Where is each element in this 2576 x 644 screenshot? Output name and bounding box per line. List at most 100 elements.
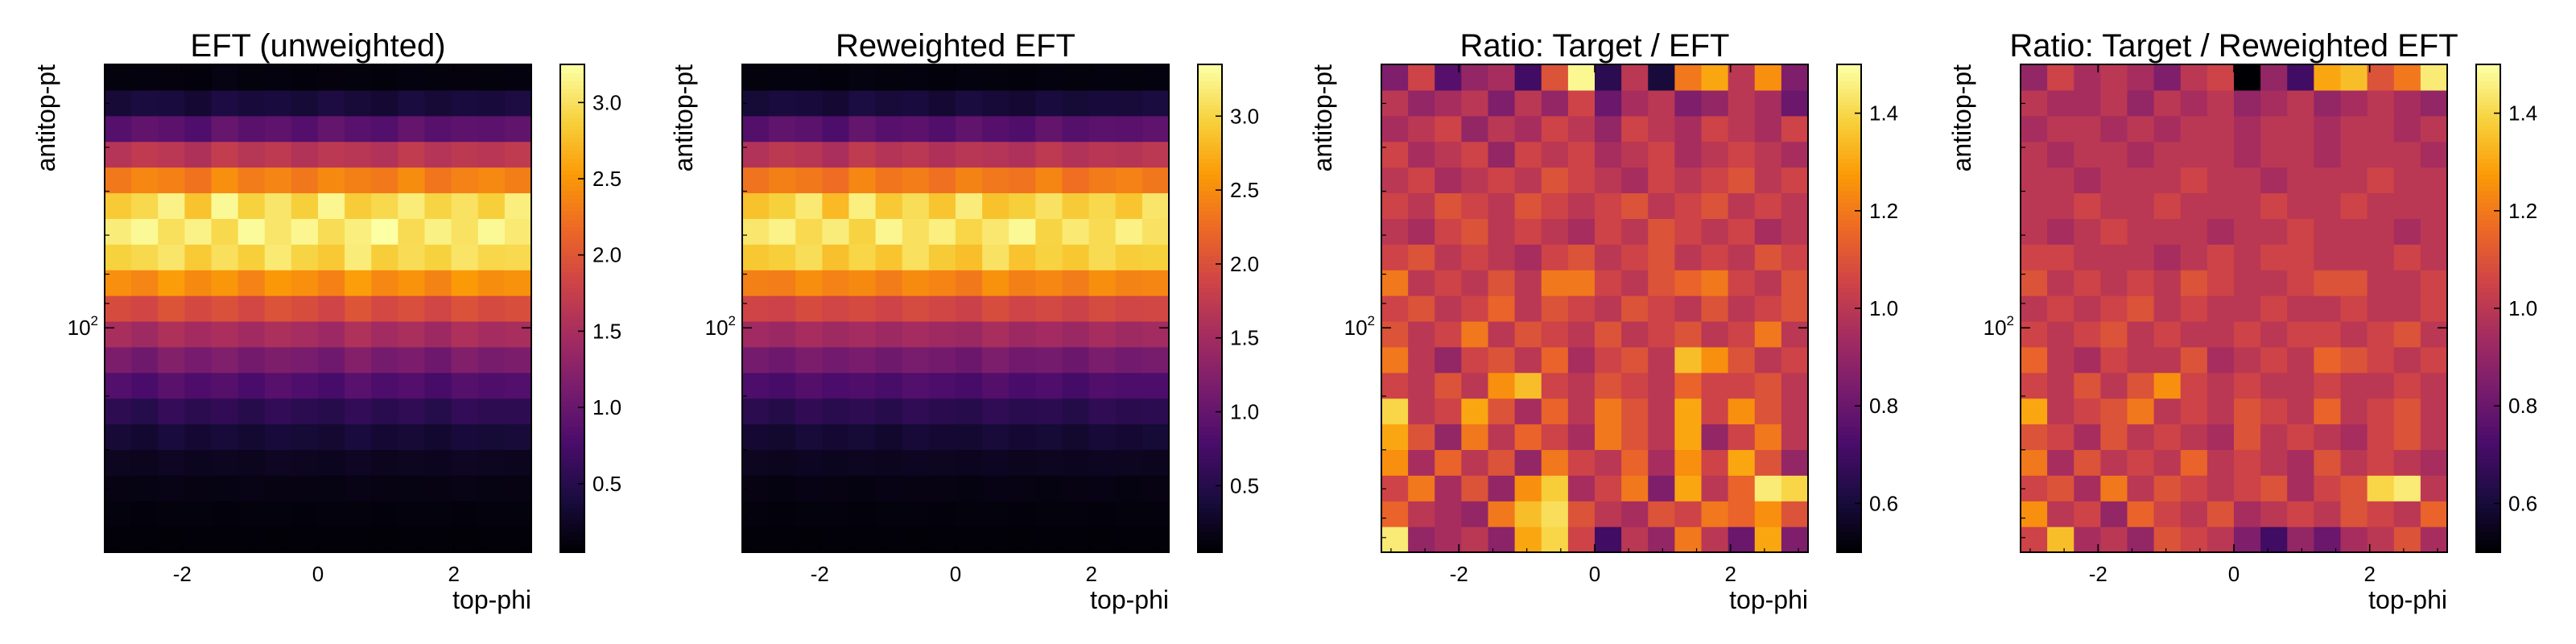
heatmap-cell <box>928 192 956 219</box>
heatmap-cell <box>184 398 213 425</box>
heatmap-cell <box>2021 167 2048 194</box>
heatmap-cell <box>1541 346 1569 374</box>
heatmap-cell <box>398 115 426 142</box>
heatmap-cell <box>2260 475 2288 502</box>
colorbar-segment <box>560 434 584 440</box>
colorbar-segment <box>560 406 584 411</box>
heatmap-cell <box>1035 423 1063 451</box>
heatmap-cell <box>1408 115 1435 142</box>
colorbar-segment <box>560 357 584 362</box>
heatmap-cell <box>158 320 185 348</box>
heatmap-cell <box>2314 372 2342 399</box>
colorbar-segment <box>2476 275 2500 281</box>
heatmap-cell <box>1595 475 1622 502</box>
heatmap-cell <box>211 372 239 399</box>
heatmap-cell <box>1035 218 1063 245</box>
heatmap-cell <box>1541 64 1569 91</box>
heatmap-cell <box>371 141 398 168</box>
heatmap-cell <box>264 475 292 502</box>
colorbar-segment <box>1837 475 1861 480</box>
colorbar-segment <box>1198 291 1222 297</box>
heatmap-cell <box>2207 89 2235 117</box>
y-tick-label: 102 <box>1984 313 2014 340</box>
heatmap-cell <box>291 475 319 502</box>
heatmap-cell <box>398 449 426 476</box>
colorbar-segment <box>1837 198 1861 204</box>
colorbar-segment <box>560 158 584 163</box>
heatmap-cell <box>902 501 930 527</box>
heatmap-cell <box>105 115 132 142</box>
heatmap-cell <box>2207 64 2235 91</box>
heatmap-cell <box>105 526 132 553</box>
heatmap-cell <box>1674 475 1703 502</box>
heatmap-cell <box>1621 398 1649 425</box>
heatmap-cell <box>2367 115 2395 142</box>
colorbar-segment <box>2476 308 2500 313</box>
y-tick-label: 102 <box>705 313 736 340</box>
heatmap-cell <box>131 115 159 142</box>
x-axis-label: top-phi <box>1090 585 1169 614</box>
colorbar-segment <box>1837 385 1861 390</box>
heatmap-cell <box>1567 192 1596 219</box>
heatmap-cell <box>451 449 479 476</box>
heatmap-cell <box>2180 270 2208 296</box>
colorbar-segment <box>2476 295 2500 301</box>
heatmap-cell <box>1408 167 1435 194</box>
heatmap-cell <box>1488 115 1516 142</box>
heatmap-cell <box>1035 192 1063 219</box>
heatmap-cell <box>2207 423 2235 451</box>
heatmap-cell <box>2180 167 2208 194</box>
colorbar-segment <box>2476 283 2500 289</box>
heatmap-cell <box>1648 89 1675 117</box>
heatmap-cell <box>291 423 319 451</box>
colorbar-segment <box>1198 97 1222 102</box>
heatmap-cell <box>1009 167 1036 194</box>
heatmap-cell <box>1674 270 1703 296</box>
colorbar-segment <box>2476 531 2500 537</box>
heatmap-cell <box>2074 141 2101 168</box>
heatmap-cell <box>477 218 506 245</box>
colorbar-segment <box>1837 243 1861 248</box>
colorbar-segment <box>2476 450 2500 456</box>
heatmap-cell <box>1674 346 1703 374</box>
heatmap-cell <box>2100 64 2128 91</box>
heatmap-cell <box>2260 501 2288 527</box>
heatmap-cell <box>2100 141 2128 168</box>
colorbar-segment <box>560 316 584 321</box>
heatmap-cell <box>875 115 903 142</box>
colorbar-segment <box>560 186 584 192</box>
colorbar-segment <box>560 178 584 184</box>
heatmap-cell <box>2340 89 2368 117</box>
chart-title: Reweighted EFT <box>836 28 1075 64</box>
colorbar-segment <box>1198 410 1222 415</box>
heatmap-panel-3: Ratio: Target / EFT-2 0 2top-phiantitop-pt… <box>1308 28 1898 614</box>
heatmap-cell <box>956 398 983 425</box>
colorbar-segment <box>560 471 584 476</box>
heatmap-cell <box>291 346 319 374</box>
heatmap-cell <box>982 449 1009 476</box>
heatmap-cell <box>1514 475 1542 502</box>
heatmap-cell <box>902 295 930 322</box>
heatmap-cell <box>1435 115 1462 142</box>
heatmap-cell <box>742 141 770 168</box>
colorbar-segment <box>1198 283 1222 289</box>
colorbar-segment <box>1837 316 1861 321</box>
colorbar-segment <box>1198 328 1222 333</box>
heatmap-cell <box>1435 64 1462 91</box>
heatmap-cell <box>398 501 426 527</box>
heatmap-cell <box>1035 167 1063 194</box>
heatmap-cell <box>1141 526 1170 553</box>
colorbar-segment <box>2476 150 2500 155</box>
heatmap-cell <box>1009 398 1036 425</box>
heatmap-cell <box>1648 475 1675 502</box>
heatmap-cell <box>1781 372 1809 399</box>
heatmap-cell <box>2207 295 2235 322</box>
heatmap-cell <box>2153 320 2182 348</box>
heatmap-cell <box>158 501 185 527</box>
colorbar-segment <box>2476 129 2500 134</box>
heatmap-cell <box>982 167 1009 194</box>
colorbar-tick-label: 1.0 <box>2508 296 2537 320</box>
heatmap-cell <box>1728 218 1756 245</box>
heatmap-cell <box>2287 295 2314 322</box>
colorbar-segment <box>1837 320 1861 325</box>
